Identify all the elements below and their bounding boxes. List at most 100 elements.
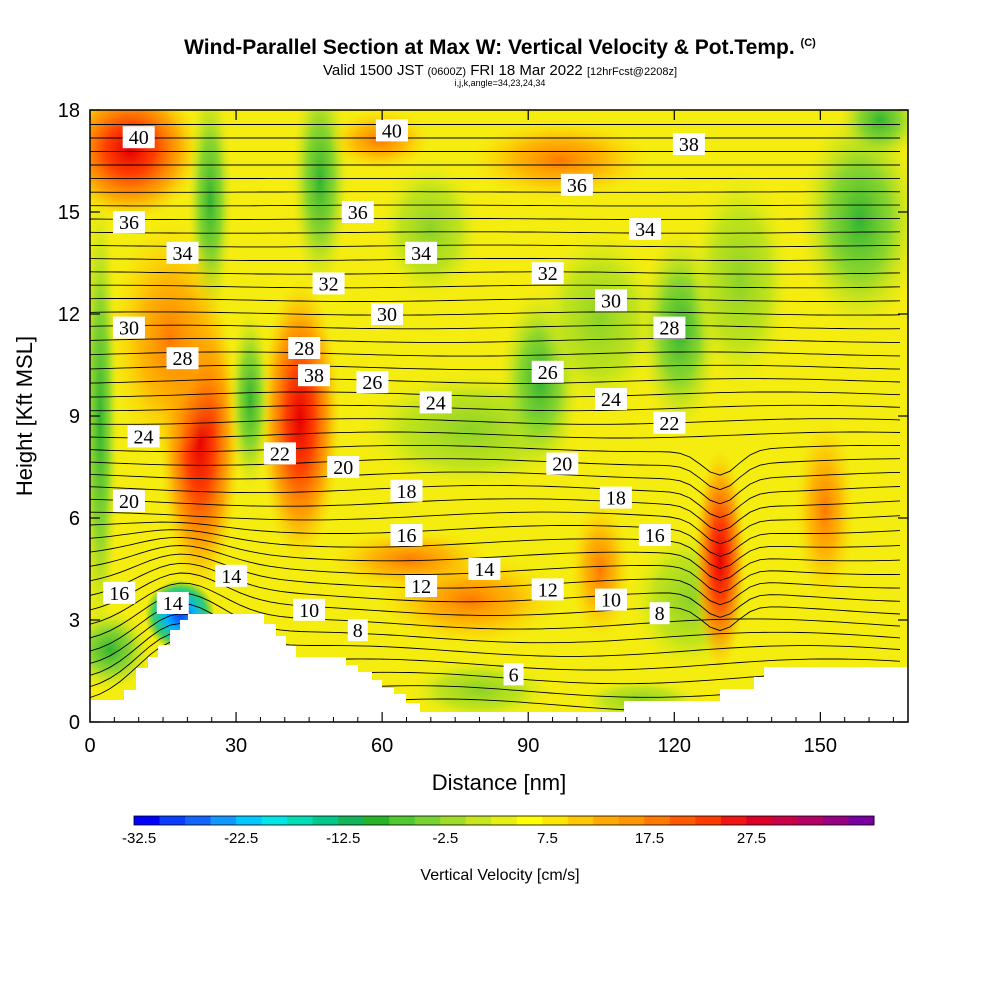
x-tick-label: 120 <box>658 735 691 757</box>
isentrope-line <box>90 511 901 545</box>
isentrope-line <box>90 204 900 207</box>
colorbar-swatch <box>695 816 722 825</box>
contour-label-box <box>531 360 564 383</box>
contour-label-box <box>390 479 423 502</box>
isentrope-line <box>90 311 901 316</box>
contour-label: 28 <box>294 338 314 360</box>
colorbar-swatch <box>236 816 263 825</box>
contour-label: 32 <box>319 273 339 295</box>
colorbar-swatch <box>644 816 671 825</box>
contour-label-box <box>594 588 627 611</box>
contour-label: 20 <box>333 457 353 479</box>
contour-label: 34 <box>635 219 655 241</box>
contour-label-box <box>405 241 438 264</box>
contour-label: 12 <box>538 579 558 601</box>
contour-label: 6 <box>509 664 519 686</box>
isentrope-line <box>90 498 901 532</box>
colorbar-swatch <box>822 816 849 825</box>
contour-label: 30 <box>377 304 397 326</box>
contour-label: 40 <box>129 127 149 149</box>
contour-label-box <box>546 452 579 475</box>
isentrope-line <box>90 521 901 557</box>
contour-label: 20 <box>119 491 139 513</box>
colorbar-swatch <box>516 816 543 825</box>
contour-label: 26 <box>362 372 382 394</box>
y-tick-label: 12 <box>58 304 80 326</box>
x-tick-label: 30 <box>225 735 247 757</box>
colorbar-swatch <box>159 816 186 825</box>
colorbar-swatch <box>287 816 314 825</box>
contour-label: 16 <box>645 525 665 547</box>
isentrope-line <box>90 351 901 357</box>
contour-label: 24 <box>601 389 621 411</box>
contour-label: 36 <box>567 175 587 197</box>
x-tick-label: 60 <box>371 735 393 757</box>
contour-label: 30 <box>119 318 139 340</box>
contour-label: 34 <box>411 243 431 265</box>
x-tick-label: 150 <box>804 735 837 757</box>
contour-label-box <box>297 364 330 387</box>
isentrope-line <box>90 378 901 384</box>
isentrope-line <box>90 284 901 289</box>
colorbar-swatch <box>771 816 798 825</box>
y-tick-label: 3 <box>69 610 80 632</box>
colorbar-swatch <box>720 816 747 825</box>
colorbar-title: Vertical Velocity [cm/s] <box>420 867 579 884</box>
contour-label: 8 <box>655 603 665 625</box>
contour-label: 14 <box>163 593 183 615</box>
isentrope-line <box>90 418 901 425</box>
y-axis-title: Height [Kft MSL] <box>12 336 37 496</box>
contour-label: 18 <box>396 481 416 503</box>
y-tick-label: 9 <box>69 406 80 428</box>
contour-label-box <box>653 411 686 434</box>
plot-area <box>90 110 908 722</box>
colorbar-swatch <box>593 816 620 825</box>
contour-label: 40 <box>382 120 402 142</box>
isentrope-line <box>90 553 901 606</box>
contour-label: 38 <box>304 365 324 387</box>
isentrope-line <box>90 191 901 193</box>
contour-label: 14 <box>221 566 241 588</box>
contour-label-box <box>560 173 593 196</box>
colorbar-tick-label: 17.5 <box>635 830 664 847</box>
isentrope-line <box>90 391 901 398</box>
contour-label-box <box>356 371 389 393</box>
contour-label-box <box>103 581 136 604</box>
colorbar-swatch <box>542 816 569 825</box>
contour-label-box <box>288 337 321 359</box>
y-tick-label: 0 <box>69 712 80 734</box>
isentrope-line <box>90 592 901 644</box>
isentrope-line <box>90 324 901 330</box>
contour-label: 22 <box>659 413 679 435</box>
colorbar-swatch <box>848 816 875 825</box>
colorbar-swatch <box>414 816 441 825</box>
contour-label-box <box>375 119 408 142</box>
colorbar-swatch <box>669 816 696 825</box>
isentrope-line <box>90 364 901 371</box>
contour-label-box <box>390 524 423 546</box>
colorbar-swatch <box>210 816 237 825</box>
contour-label: 26 <box>538 362 558 384</box>
colorbar-swatch <box>134 816 161 825</box>
copyright-mark: (C) <box>800 37 816 49</box>
colorbar-swatch <box>185 816 212 825</box>
contour-label-box <box>112 316 145 339</box>
contour-label: 12 <box>411 576 431 598</box>
colorbar-swatch <box>618 816 645 825</box>
grid-index-line: i,j,k,angle=34,23,24,34 <box>454 78 546 88</box>
contour-label-box <box>503 663 524 686</box>
isentrope-line <box>90 217 900 221</box>
contour-label: 30 <box>601 290 621 312</box>
contour-label-box <box>531 262 564 285</box>
contour-label-box <box>672 133 705 155</box>
contour-label-box <box>653 316 686 339</box>
x-tick-label: 0 <box>84 735 95 757</box>
isentrope-line <box>90 231 901 234</box>
contour-label-box <box>599 486 632 509</box>
colorbar-swatch <box>491 816 518 825</box>
contour-label: 36 <box>348 202 368 224</box>
colorbar-tick-label: 27.5 <box>737 830 766 847</box>
colorbar-swatch <box>567 816 594 825</box>
